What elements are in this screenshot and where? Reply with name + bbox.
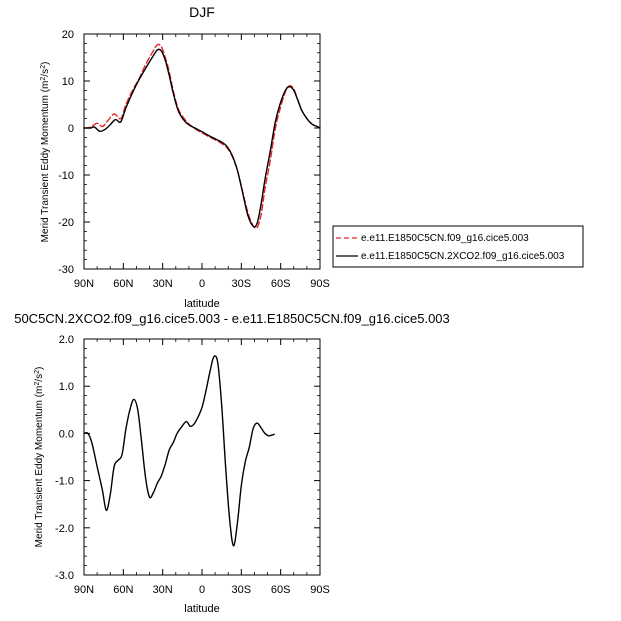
- bottom-chart: 50C5CN.2XCO2.f09_g16.cice5.003 - e.e11.E…: [14, 311, 450, 615]
- bottom-plot-frame: [83, 338, 321, 576]
- top-y-tick-label: 10: [62, 76, 74, 88]
- top-x-tick-label: 60S: [271, 278, 291, 290]
- top-plot-area: [83, 43, 321, 230]
- legend: e.e11.E1850C5CN.f09_g16.cice5.003 e.e11.…: [332, 225, 584, 268]
- bottom-y-axis: -3.0 -2.0 -1.0 0.0 1.0 2.0: [55, 334, 320, 582]
- top-chart-title: DJF: [189, 4, 215, 20]
- bottom-x-tick-label: 60N: [113, 584, 133, 596]
- bottom-x-tick-label: 90S: [310, 584, 330, 596]
- bottom-y-tick-label: -2.0: [55, 523, 74, 535]
- bottom-y-tick-label: 2.0: [59, 334, 74, 346]
- top-y-tick-label: -30: [58, 264, 74, 276]
- bottom-series-line-0: [83, 355, 275, 547]
- top-x-tick-label: 0: [199, 278, 205, 290]
- top-x-tick-label: 30N: [153, 278, 173, 290]
- bottom-y-tick-label: -1.0: [55, 476, 74, 488]
- top-series-line-1: [83, 48, 321, 228]
- top-y-tick-label: 20: [62, 29, 74, 41]
- legend-label-control: e.e11.E1850C5CN.f09_g16.cice5.003: [361, 233, 529, 244]
- top-x-tick-label: 60N: [113, 278, 133, 290]
- top-series-line-0: [83, 43, 321, 230]
- top-y-axis: -30 -20 -10 0 10 20: [58, 29, 320, 276]
- bottom-x-tick-label: 30N: [153, 584, 173, 596]
- bottom-x-tick-label: 60S: [271, 584, 291, 596]
- bottom-y-tick-label: 0.0: [59, 428, 74, 440]
- legend-label-2xco2: e.e11.E1850C5CN.2XCO2.f09_g16.cice5.003: [361, 251, 565, 262]
- bottom-chart-title: 50C5CN.2XCO2.f09_g16.cice5.003 - e.e11.E…: [14, 311, 450, 326]
- top-x-tick-label: 30S: [232, 278, 252, 290]
- top-y-tick-label: -20: [58, 217, 74, 229]
- bottom-x-axis: 90N 60N 30N 0 30S 60S 90S: [74, 339, 330, 596]
- bottom-x-axis-label: latitude: [184, 603, 219, 615]
- bottom-x-tick-label: 90N: [74, 584, 94, 596]
- legend-box: [332, 225, 584, 268]
- top-x-axis-label: latitude: [184, 298, 219, 310]
- bottom-y-tick-label: 1.0: [59, 381, 74, 393]
- top-x-axis: 90N 60N 30N 0 30S 60S 90S: [74, 34, 330, 290]
- top-y-tick-label: -10: [58, 170, 74, 182]
- top-x-tick-label: 90S: [310, 278, 330, 290]
- top-chart: DJF -30 -20 -10 0 10 20 90N 60N 30N 0 30S 60S 90S l…: [40, 4, 584, 310]
- top-plot-frame: [83, 33, 321, 270]
- top-x-tick-label: 90N: [74, 278, 94, 290]
- bottom-y-axis-label: Merid Transient Eddy Momentum (m2/s2): [34, 367, 46, 548]
- bottom-x-tick-label: 30S: [232, 584, 252, 596]
- bottom-x-tick-label: 0: [199, 584, 205, 596]
- bottom-y-tick-label: -3.0: [55, 570, 74, 582]
- bottom-plot-area: [83, 355, 275, 547]
- top-y-axis-label: Merid Transient Eddy Momentum (m2/s2): [40, 62, 52, 243]
- top-y-tick-label: 0: [68, 123, 74, 135]
